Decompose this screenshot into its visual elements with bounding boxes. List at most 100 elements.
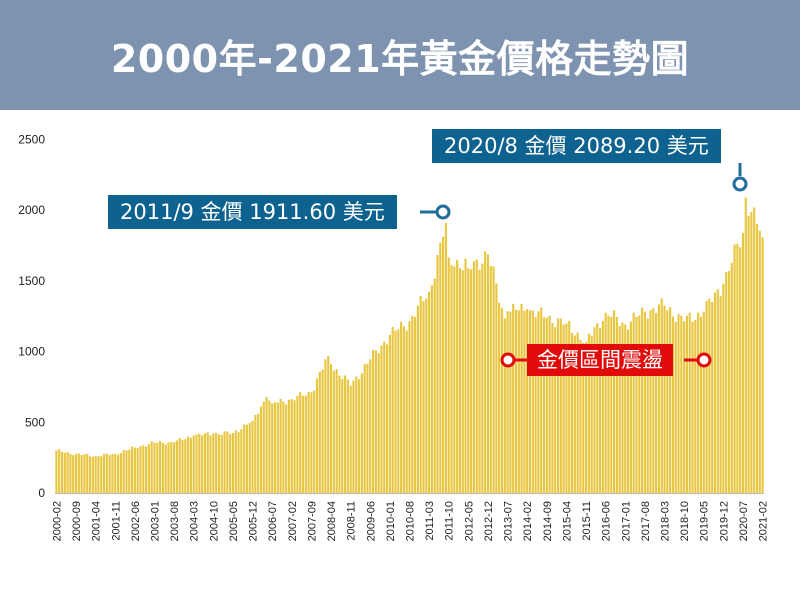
- bar: [697, 312, 700, 493]
- bar: [91, 456, 94, 493]
- bar: [122, 450, 125, 493]
- bar: [329, 364, 333, 493]
- bar: [433, 278, 436, 493]
- bar: [643, 311, 646, 493]
- bar: [593, 327, 596, 493]
- bar: [139, 446, 142, 493]
- bar: [534, 317, 537, 493]
- bar: [94, 455, 97, 493]
- y-tick-label: 500: [25, 415, 45, 429]
- bar: [685, 315, 688, 493]
- bar: [551, 323, 554, 493]
- bar: [711, 302, 714, 493]
- bar: [430, 285, 433, 493]
- x-tick-label: 2004-10: [208, 501, 220, 541]
- x-tick-label: 2009-06: [365, 501, 377, 541]
- bar: [652, 308, 655, 493]
- bar: [181, 439, 184, 493]
- bar: [705, 301, 708, 493]
- bar: [615, 316, 618, 493]
- bar: [357, 379, 361, 493]
- bar: [388, 334, 391, 493]
- x-tick-label: 2012-12: [483, 501, 495, 541]
- bar: [526, 309, 529, 493]
- x-tick-label: 2005-12: [248, 501, 260, 541]
- bar: [170, 441, 173, 493]
- bar: [60, 451, 64, 493]
- bar: [102, 453, 106, 493]
- bar: [607, 315, 610, 493]
- bar: [576, 332, 579, 493]
- bar: [444, 222, 447, 493]
- bar: [419, 296, 422, 493]
- bar: [377, 353, 380, 493]
- x-tick-label: 2008-04: [326, 501, 338, 541]
- bar: [666, 310, 669, 493]
- bar: [273, 402, 277, 493]
- bar: [125, 450, 128, 493]
- bar: [475, 259, 478, 493]
- x-tick-label: 2010-01: [385, 501, 397, 541]
- bar: [187, 436, 190, 493]
- y-tick-label: 1500: [18, 274, 45, 288]
- bar: [439, 242, 442, 493]
- x-tick-label: 2019-12: [718, 501, 730, 541]
- bar: [380, 345, 383, 493]
- bar: [627, 329, 630, 493]
- annotation-leaders: [420, 163, 748, 368]
- bar: [702, 311, 705, 493]
- bar: [307, 391, 310, 493]
- bar: [641, 307, 644, 493]
- x-tick-label: 2020-07: [738, 501, 750, 541]
- x-tick-label: 2018-03: [660, 501, 672, 541]
- bar: [251, 420, 254, 493]
- bar: [456, 259, 459, 493]
- x-tick-label: 2001-11: [110, 501, 122, 541]
- bar: [220, 434, 223, 493]
- bar: [646, 318, 649, 493]
- bar: [498, 302, 501, 493]
- bar: [450, 265, 453, 493]
- bar: [63, 452, 66, 493]
- bar: [100, 456, 103, 493]
- gold-price-chart: 0 500 1000 1500 2000 2500 2000-02 2000-09 2001-…: [18, 133, 769, 542]
- bar: [304, 395, 307, 493]
- bar: [506, 311, 509, 493]
- bar-series: [55, 197, 764, 494]
- bar: [514, 309, 518, 493]
- bar: [554, 327, 557, 493]
- bar: [142, 445, 145, 493]
- bar: [573, 335, 576, 493]
- bar: [562, 324, 565, 493]
- bar: [133, 447, 136, 493]
- bar: [324, 359, 327, 493]
- bar: [436, 255, 439, 493]
- bar: [618, 326, 621, 493]
- x-tick-label: 2006-07: [267, 501, 279, 541]
- bar: [542, 317, 546, 493]
- bar: [509, 311, 512, 493]
- bar: [257, 413, 260, 493]
- bar: [559, 318, 562, 493]
- bar: [629, 321, 632, 493]
- bar: [397, 329, 400, 493]
- bar: [725, 272, 728, 493]
- bar: [492, 266, 495, 493]
- bar: [296, 395, 299, 493]
- x-tick-label: 2015-11: [581, 501, 593, 541]
- bar: [279, 398, 282, 493]
- bar: [624, 324, 627, 493]
- bar: [128, 449, 131, 493]
- bar: [596, 323, 599, 493]
- bar: [599, 328, 602, 493]
- bar: [265, 396, 268, 493]
- bar: [366, 363, 369, 493]
- title-banner: 2000年-2021年黃金價格走勢圖: [0, 0, 800, 110]
- bar: [352, 380, 355, 493]
- callout-range-oscillation: 金價區間震盪: [527, 344, 673, 376]
- bar: [517, 310, 520, 493]
- x-tick-label: 2002-06: [130, 501, 142, 541]
- bar: [537, 311, 540, 493]
- bar: [402, 326, 405, 493]
- bar: [346, 379, 349, 493]
